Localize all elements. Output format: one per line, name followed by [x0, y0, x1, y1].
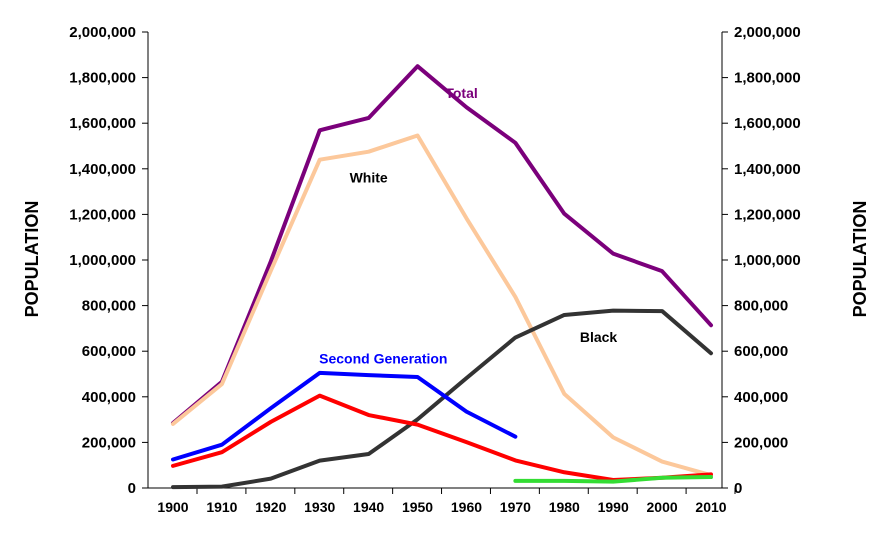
y-axis-title-right: POPULATION — [850, 201, 870, 318]
x-tick-label: 1940 — [353, 499, 384, 515]
series-label-black: Black — [580, 329, 618, 345]
series-line-white — [171, 133, 713, 478]
y-tick-label-left: 0 — [128, 480, 136, 497]
y-tick-label-right: 1,200,000 — [734, 206, 801, 223]
y-tick-label-right: 200,000 — [734, 434, 788, 451]
x-tick-label: 1900 — [157, 499, 188, 515]
y-tick-label-left: 2,000,000 — [69, 24, 136, 41]
series-label-white: White — [350, 169, 388, 185]
x-tick-label: 1910 — [206, 499, 237, 515]
x-tick-label: 2010 — [695, 499, 726, 515]
series-line-unnamed-5 — [513, 475, 713, 484]
y-tick-label-right: 1,000,000 — [734, 252, 801, 269]
series-line-total — [171, 64, 713, 426]
y-tick-label-left: 1,200,000 — [69, 206, 136, 223]
y-tick-label-left: 600,000 — [82, 343, 136, 360]
y-tick-label-right: 1,800,000 — [734, 70, 801, 87]
series-label-total: Total — [445, 85, 477, 101]
y-tick-label-left: 800,000 — [82, 298, 136, 315]
series-line-unnamed-4 — [171, 393, 713, 483]
y-tick-label-right: 800,000 — [734, 298, 788, 315]
y-tick-label-left: 1,400,000 — [69, 161, 136, 178]
series-label-second-generation: Second Generation — [319, 351, 447, 367]
x-tick-label: 2000 — [647, 499, 678, 515]
x-tick-label: 1980 — [549, 499, 580, 515]
y-axis-title-left: POPULATION — [22, 201, 42, 318]
y-tick-label-right: 1,600,000 — [734, 115, 801, 132]
y-tick-label-right: 1,400,000 — [734, 161, 801, 178]
x-tick-label: 1920 — [255, 499, 286, 515]
y-tick-label-right: 2,000,000 — [734, 24, 801, 41]
x-tick-label: 1960 — [451, 499, 482, 515]
y-tick-label-right: 0 — [734, 480, 742, 497]
series-lines — [171, 64, 713, 490]
x-tick-label: 1950 — [402, 499, 433, 515]
y-tick-label-right: 600,000 — [734, 343, 788, 360]
y-tick-label-left: 1,000,000 — [69, 252, 136, 269]
x-tick-label: 1970 — [500, 499, 531, 515]
x-tick-label: 1990 — [598, 499, 629, 515]
y-tick-label-left: 200,000 — [82, 434, 136, 451]
y-tick-label-left: 400,000 — [82, 389, 136, 406]
axes: 0 0 200,000 200,000 400,000 400,000 600,000 600… — [69, 24, 800, 515]
y-tick-label-right: 400,000 — [734, 389, 788, 406]
series-labels: Total White Black Second Generation — [319, 85, 617, 367]
x-tick-label: 1930 — [304, 499, 335, 515]
series-line-black — [171, 308, 713, 490]
y-tick-label-left: 1,800,000 — [69, 70, 136, 87]
series-line-second-generation — [171, 370, 518, 462]
y-tick-label-left: 1,600,000 — [69, 115, 136, 132]
